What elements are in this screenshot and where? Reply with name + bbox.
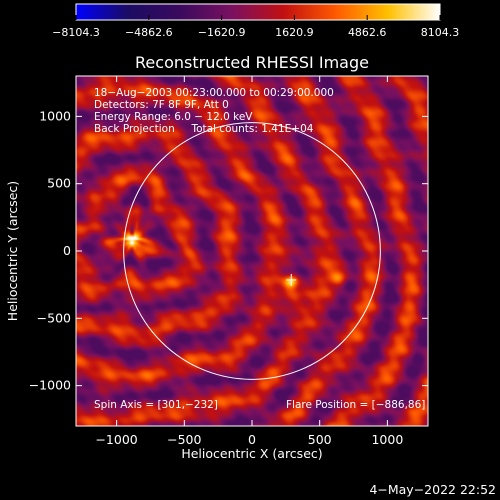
colorbar: −8104.3 −4862.6 −1620.9 1620.9 4862.6 8104.3	[52, 3, 459, 39]
info-time-range: 18−Aug−2003 00:23:00.000 to 00:29:00.000	[94, 87, 334, 99]
axis-ticks: −1000 −500 0 500 1000 −1000 −500 0 500 1000	[29, 76, 428, 447]
x-tick-label: −500	[167, 432, 201, 447]
plot-area: −1000 −500 0 500 1000 −1000 −500 0 500 1000	[29, 75, 429, 447]
x-tick-label: 1000	[371, 432, 403, 447]
colorbar-tick-label: 4862.6	[348, 26, 387, 39]
colorbar-tick-label: 1620.9	[275, 26, 314, 39]
x-tick-label: −1000	[95, 432, 137, 447]
colorbar-tick-label: −4862.6	[125, 26, 173, 39]
info-block: 18−Aug−2003 00:23:00.000 to 00:29:00.000…	[94, 87, 334, 135]
x-axis-label: Heliocentric X (arcsec)	[181, 446, 322, 461]
colorbar-tick-label: 8104.3	[421, 26, 460, 39]
chart-title: Reconstructed RHESSI Image	[135, 53, 369, 72]
x-tick-label: 500	[308, 432, 332, 447]
y-tick-label: 500	[47, 176, 71, 191]
info-detectors: Detectors: 7F 8F 9F, Att 0	[94, 99, 229, 111]
colorbar-ticks: −8104.3 −4862.6 −1620.9 1620.9 4862.6 8104.3	[52, 15, 459, 39]
flare-position-marker	[286, 273, 297, 286]
y-axis-label: Heliocentric Y (arcsec)	[5, 181, 20, 321]
info-method-counts: Back Projection Total counts: 1.41E+04	[94, 123, 314, 135]
flare-position-label: Flare Position = [−886,86]	[286, 399, 425, 411]
x-tick-label: 0	[248, 432, 256, 447]
solar-limb-circle	[123, 122, 381, 380]
colorbar-tick-label: −8104.3	[52, 26, 100, 39]
info-energy-range: Energy Range: 6.0 − 12.0 keV	[94, 111, 253, 123]
heatmap-image	[76, 76, 428, 426]
y-tick-label: 0	[63, 243, 71, 258]
spin-axis-label: Spin Axis = [301,−232]	[94, 399, 218, 411]
y-tick-label: −500	[37, 310, 71, 325]
y-tick-label: −1000	[29, 378, 71, 393]
colorbar-tick-label: −1620.9	[198, 26, 246, 39]
render-timestamp: 4−May−2022 22:52	[369, 482, 496, 497]
colorbar-gradient	[75, 3, 441, 21]
y-tick-label: 1000	[39, 108, 71, 123]
